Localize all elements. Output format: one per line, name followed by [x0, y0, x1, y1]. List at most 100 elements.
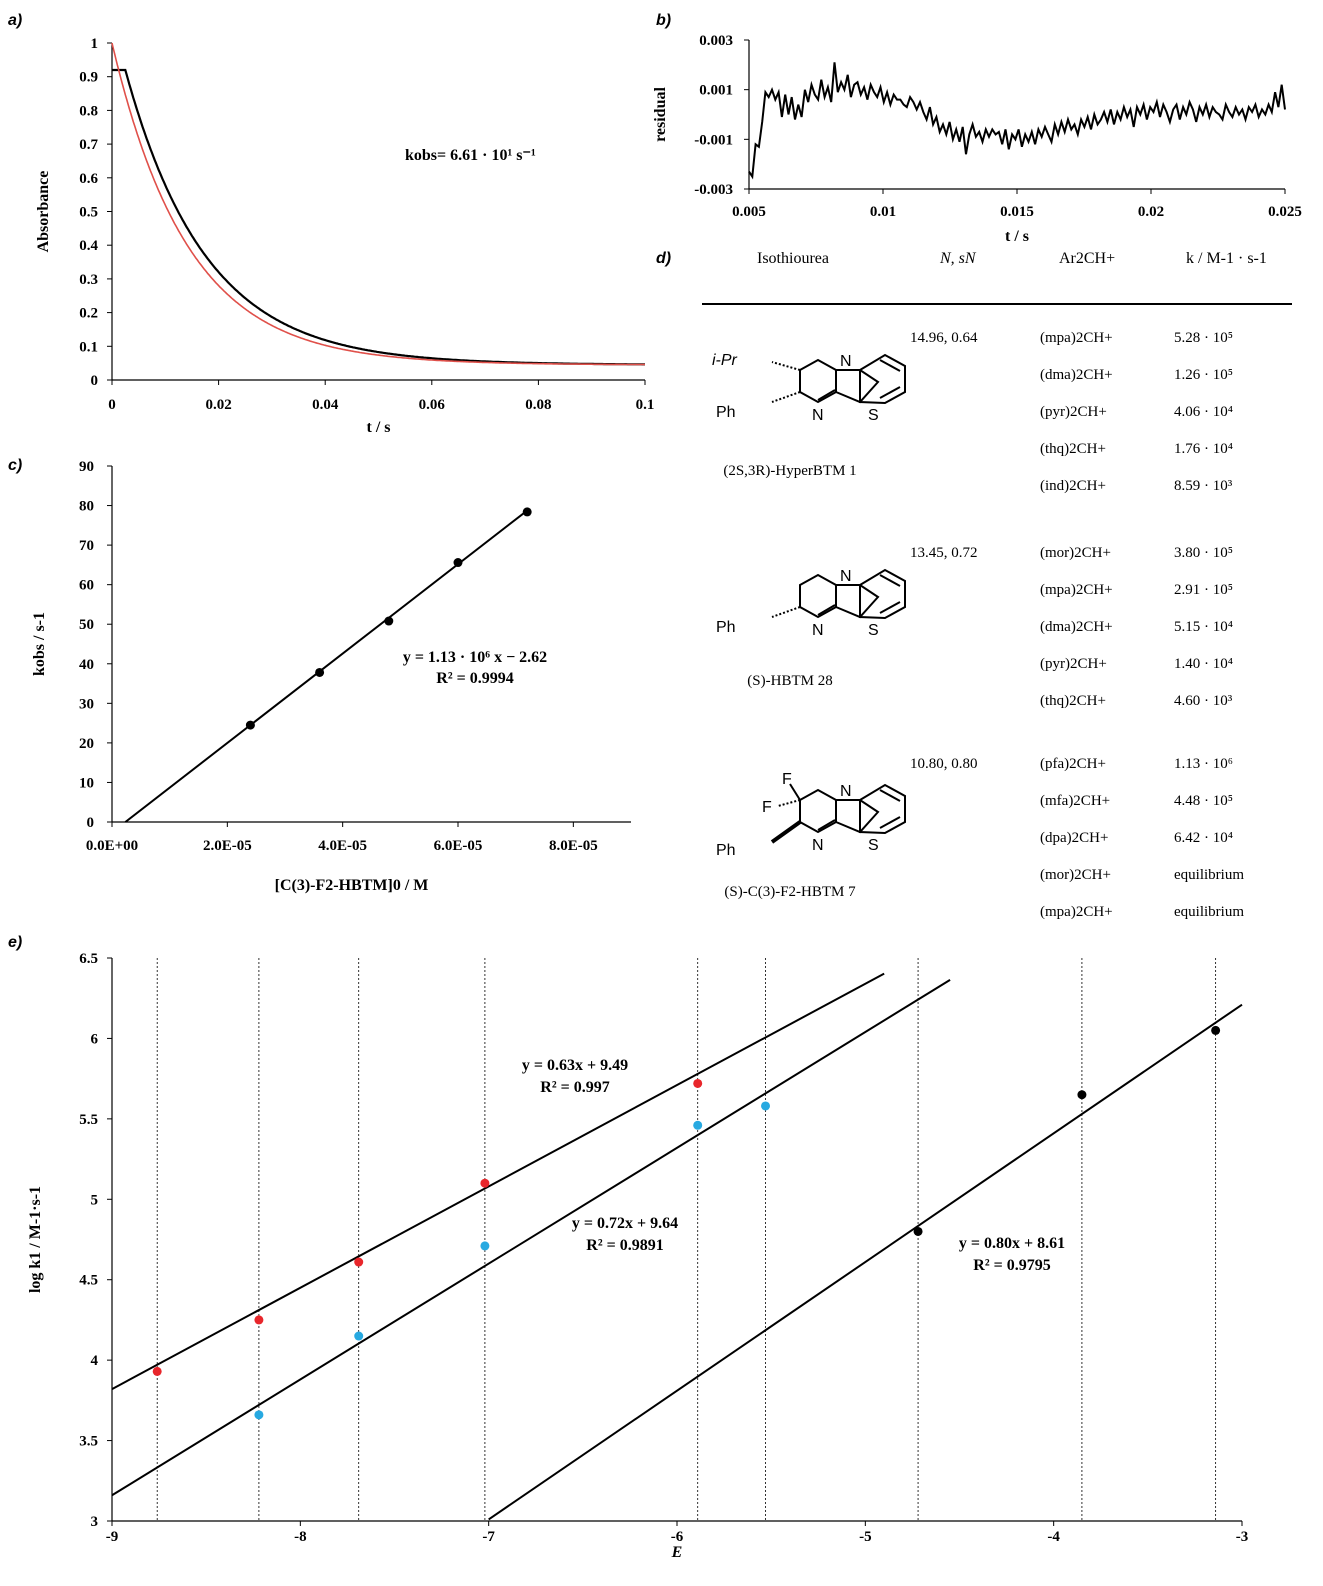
header-k: k / M-1 · s-1: [1186, 250, 1267, 267]
electrophile-name: (mpa)2CH+: [1040, 904, 1113, 920]
data-point-series-2: [913, 1226, 923, 1236]
y-tick-label: 20: [79, 736, 94, 752]
electrophile-name: (mpa)2CH+: [1040, 582, 1113, 598]
n-label: N: [812, 407, 824, 424]
fit-r2-1: R² = 0.9891: [586, 1237, 663, 1254]
n-ring-label: N: [840, 783, 852, 800]
y-tick-label: 4: [91, 1353, 99, 1369]
electrophile-name: (dma)2CH+: [1040, 367, 1113, 383]
x-axis-label: [C(3)-F2-HBTM]0 / M: [275, 877, 429, 894]
x-tick-label: -4: [1047, 1529, 1060, 1545]
electrophile-name: (thq)2CH+: [1040, 441, 1106, 457]
y-tick-label: -0.001: [694, 132, 733, 148]
kobs-annotation: kobs= 6.61 · 10¹ s⁻¹: [405, 147, 536, 164]
y-axis-label: kobs / s-1: [31, 612, 48, 676]
fit-r2-0: R² = 0.997: [540, 1079, 609, 1096]
y-tick-label: 4.5: [79, 1273, 98, 1289]
hbtm-structure: Ph N S N: [716, 568, 906, 639]
data-point: [384, 616, 394, 626]
electrophile-name: (pyr)2CH+: [1040, 404, 1107, 420]
x-tick-label: 0.04: [312, 397, 339, 413]
electrophile-name: (dma)2CH+: [1040, 619, 1113, 635]
y-tick-label: 0.5: [79, 205, 98, 221]
data-point: [245, 720, 255, 730]
electrophile-name: (pfa)2CH+: [1040, 756, 1106, 772]
data-point-series-0: [354, 1257, 364, 1267]
y-tick-label: 0.003: [699, 33, 733, 49]
data-point: [315, 667, 325, 677]
y-tick-label: 40: [79, 657, 94, 673]
fit-r2-2: R² = 0.9795: [973, 1257, 1050, 1274]
s-label: S: [868, 837, 879, 854]
x-tick-label: 0.06: [419, 397, 446, 413]
table-header-rule: [702, 303, 1292, 305]
chart-a-absorbance-decay: 0 0.1 0.2 0.3 0.4 0.5 0.6 0.7 0.8 0.9 1 0 0.02 0.04 0.…: [35, 36, 655, 436]
x-tick-label: 0.0E+00: [86, 838, 138, 854]
y-tick-label: -0.003: [694, 182, 733, 198]
fit-equation-0: y = 0.63x + 9.49: [522, 1057, 628, 1074]
rate-constant: 3.80 · 10⁵: [1174, 545, 1233, 561]
panel-label-c: c): [8, 457, 23, 474]
rate-constant: 1.76 · 10⁴: [1174, 441, 1233, 457]
nucleophile-params: 14.96, 0.64: [910, 330, 978, 346]
y-tick-label: 0.6: [79, 171, 98, 187]
y-axis-label: log k1 / M-1·s-1: [27, 1186, 44, 1293]
fit-line-1: [111, 979, 951, 1497]
y-tick-label: 5.5: [79, 1112, 98, 1128]
x-axis-label: t / s: [1005, 228, 1029, 245]
f-label-2: F: [762, 799, 772, 816]
rate-constant: 2.91 · 10⁵: [1174, 582, 1233, 598]
data-point: [522, 507, 532, 517]
fit-r2: R² = 0.9994: [436, 670, 513, 687]
y-axis-label: Absorbance: [35, 171, 52, 253]
x-tick-label: -9: [106, 1529, 119, 1545]
y-tick-label: 10: [79, 775, 94, 791]
n-label: N: [812, 837, 824, 854]
y-tick-label: 0.2: [79, 306, 98, 322]
y-tick-label: 6.5: [79, 951, 98, 967]
y-tick-label: 70: [79, 538, 94, 554]
y-tick-label: 90: [79, 459, 94, 475]
y-tick-label: 0.1: [79, 339, 98, 355]
y-tick-label: 0.4: [79, 238, 98, 254]
x-tick-label: 0.1: [636, 397, 655, 413]
nucleophile-params: 13.45, 0.72: [910, 545, 978, 561]
y-tick-label: 60: [79, 578, 94, 594]
x-tick-label: 0: [108, 397, 116, 413]
fit-line-0: [111, 972, 885, 1390]
chart-c-kobs-linear-fit: 0 10 20 30 40 50 60 70 80 90 0.0E+00 2.0E-05 4.0E-05…: [31, 459, 631, 894]
y-tick-label: 80: [79, 499, 94, 515]
x-tick-label: 0.02: [205, 397, 231, 413]
panel-label-a: a): [8, 12, 23, 29]
rate-constant: 1.26 · 10⁵: [1174, 367, 1233, 383]
x-tick-label: 6.0E-05: [434, 838, 483, 854]
fit-line-2: [488, 1003, 1243, 1521]
x-tick-label: -6: [671, 1529, 684, 1545]
hyperbtm-structure: i-Pr Ph N S N: [712, 352, 906, 424]
chart-b-residual: -0.003 -0.001 0.001 0.003 0.005 0.01 0.015 0.02…: [652, 33, 1302, 245]
y-tick-label: 1: [91, 36, 99, 52]
y-tick-label: 0.001: [699, 83, 733, 99]
electrophile-name: (dpa)2CH+: [1040, 830, 1109, 846]
n-ring-label: N: [840, 353, 852, 370]
x-tick-label: 0.015: [1000, 204, 1034, 220]
s-label: S: [868, 622, 879, 639]
x-tick-label: 0.08: [525, 397, 551, 413]
y-tick-label: 0.8: [79, 103, 98, 119]
ph-label: Ph: [716, 619, 736, 636]
y-tick-label: 50: [79, 617, 94, 633]
y-tick-label: 5: [91, 1192, 99, 1208]
x-tick-label: 0.005: [732, 204, 766, 220]
catalyst-caption: (S)-C(3)-F2-HBTM 7: [724, 884, 856, 900]
electrophile-name: (mor)2CH+: [1040, 867, 1111, 883]
header-n-sn: N, sN: [940, 250, 976, 267]
fit-equation-2: y = 0.80x + 8.61: [959, 1235, 1065, 1252]
y-tick-label: 0: [87, 815, 95, 831]
x-tick-label: 8.0E-05: [549, 838, 598, 854]
ipr-label: i-Pr: [712, 352, 738, 369]
rate-constant: equilibrium: [1174, 867, 1244, 883]
nucleophile-params: 10.80, 0.80: [910, 756, 978, 772]
catalyst-caption: (S)-HBTM 28: [747, 673, 833, 689]
y-tick-label: 3: [91, 1514, 99, 1530]
x-axis-label: t / s: [367, 419, 391, 436]
